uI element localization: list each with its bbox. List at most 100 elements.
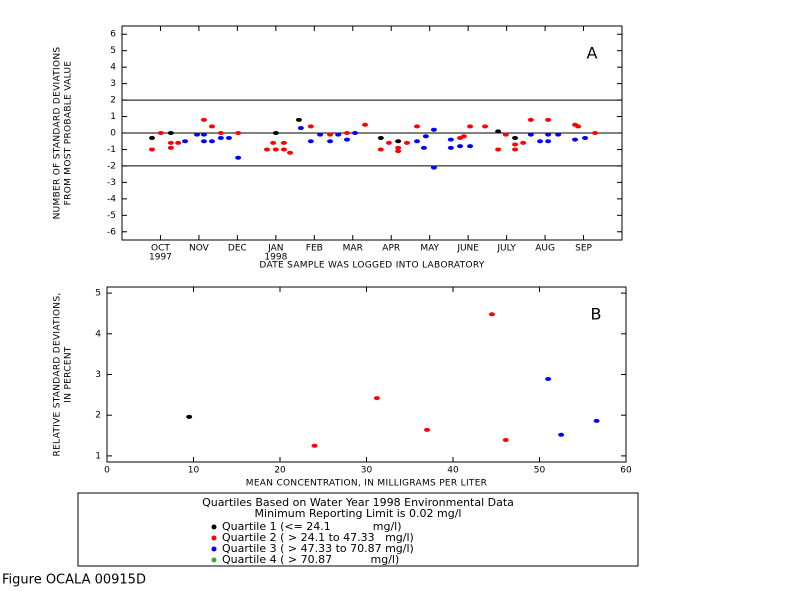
point (502, 438, 509, 443)
point (395, 149, 402, 154)
point (582, 135, 589, 140)
y-tick-label: 5 (95, 289, 101, 299)
point (280, 140, 287, 145)
point (200, 139, 207, 144)
point (235, 155, 242, 160)
point (352, 131, 359, 135)
point (327, 132, 334, 137)
point (167, 145, 174, 150)
y-axis-label: FROM MOST PROBABLE VALUE (64, 61, 74, 206)
point (287, 150, 294, 155)
y-tick-label: 6 (110, 30, 116, 40)
y-tick-label: 3 (110, 79, 116, 89)
point (395, 145, 402, 150)
point (217, 135, 224, 140)
legend-marker (211, 524, 217, 530)
point (460, 134, 467, 139)
y-axis-label: IN PERCENT (64, 346, 74, 403)
point (295, 117, 302, 122)
point (545, 117, 552, 122)
y-tick-label: -6 (107, 227, 116, 237)
x-tick-label: APR (382, 244, 400, 254)
y-tick-label: -2 (107, 161, 116, 171)
point (495, 129, 502, 134)
point (495, 147, 502, 152)
legend-box (77, 492, 639, 567)
y-tick-label: 1 (110, 112, 116, 122)
point (395, 139, 402, 144)
point (186, 414, 193, 419)
y-tick-label: -1 (107, 145, 116, 155)
point (149, 135, 155, 140)
point (217, 131, 224, 135)
point (512, 142, 519, 147)
legend-marker (211, 557, 217, 563)
legend-marker (211, 535, 217, 541)
x-tick-label: JAN (267, 244, 283, 254)
x-tick-label: JULY (496, 244, 516, 254)
point (157, 131, 164, 135)
point (200, 117, 207, 122)
y-tick-label: -3 (107, 178, 116, 188)
point (344, 131, 350, 135)
point (307, 124, 314, 129)
point (414, 124, 420, 129)
point (545, 139, 552, 144)
y-tick-label: 2 (110, 96, 116, 106)
point (362, 122, 369, 127)
y-tick-label: 1 (95, 451, 101, 461)
x-tick-label: 30 (361, 466, 373, 476)
y-tick-label: 2 (95, 411, 101, 421)
point (575, 124, 582, 129)
y-tick-label: 4 (110, 63, 116, 73)
y-tick-label: 0 (110, 129, 116, 139)
y-tick-label: 4 (95, 329, 101, 339)
x-tick-label: SEP (575, 244, 592, 254)
x-tick-label: DEC (228, 244, 247, 254)
point (414, 139, 420, 144)
point (593, 418, 600, 423)
point (149, 147, 155, 152)
point (512, 135, 519, 140)
x-tick-label: OCT (151, 244, 170, 254)
point (264, 147, 270, 152)
x-tick-label: JUNE (456, 244, 479, 254)
x-tick-label: MAR (343, 244, 363, 254)
x-tick-label: NOV (189, 244, 210, 254)
point (527, 117, 534, 122)
y-axis-label: NUMBER OF STANDARD DEVIATIONS (53, 47, 63, 220)
point (488, 312, 495, 317)
panel-label: B (591, 305, 602, 324)
point (422, 134, 429, 139)
legend-subtitle: Minimum Reporting Limit is 0.02 mg/l (255, 507, 462, 520)
panel-label: A (587, 44, 598, 63)
x-tick-label: 40 (447, 466, 459, 476)
point (430, 165, 437, 170)
point (545, 376, 552, 381)
point (307, 139, 314, 144)
point (327, 139, 334, 144)
point (235, 131, 242, 135)
point (572, 137, 579, 142)
point (344, 137, 350, 142)
point (167, 140, 174, 145)
point (280, 147, 287, 152)
point (175, 140, 182, 145)
point (430, 127, 437, 132)
point (270, 140, 277, 145)
point (317, 132, 324, 137)
y-tick-label: 3 (95, 370, 101, 380)
point (209, 139, 215, 144)
point (209, 124, 215, 129)
point (297, 126, 304, 131)
legend-marker (211, 546, 217, 552)
legend-title: Quartiles Based on Water Year 1998 Envir… (202, 496, 514, 509)
point (373, 396, 380, 401)
x-tick-label: MAY (420, 244, 439, 254)
x-axis-label: DATE SAMPLE WAS LOGGED INTO LABORATORY (259, 261, 484, 271)
y-tick-label: -5 (107, 211, 116, 221)
footer: Figure OCALA 00915D (2, 573, 146, 588)
point (512, 147, 519, 152)
point (555, 132, 562, 137)
